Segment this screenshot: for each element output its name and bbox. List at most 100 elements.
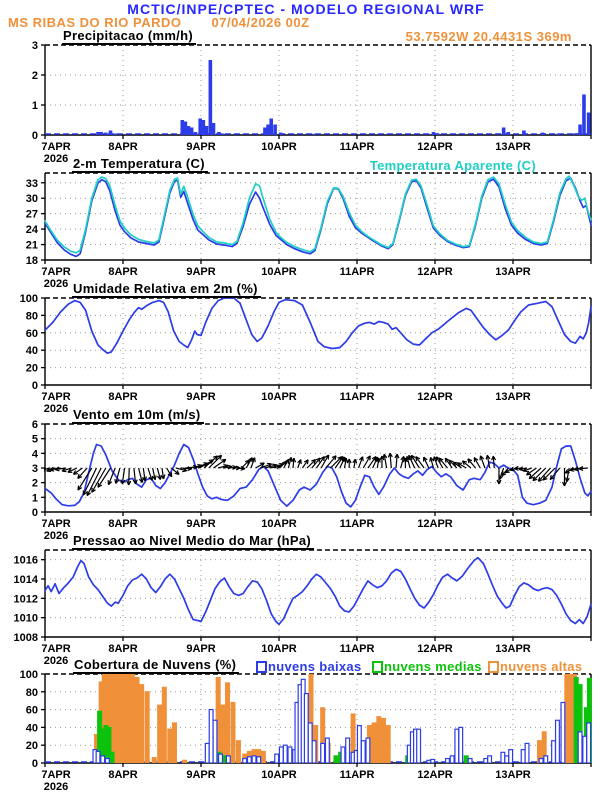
svg-text:13APR: 13APR [495, 643, 531, 655]
svg-text:100: 100 [20, 293, 38, 305]
svg-text:10APR: 10APR [261, 518, 297, 530]
svg-text:5: 5 [32, 434, 38, 446]
svg-text:11APR: 11APR [340, 518, 375, 530]
svg-text:100: 100 [20, 669, 38, 681]
panel-title-humidity: Umidade Relativa em 2m (%) [72, 282, 261, 298]
location-label: 53.7592W 20.4431S 369m [405, 29, 572, 44]
svg-text:1: 1 [32, 100, 38, 112]
svg-text:13APR: 13APR [495, 266, 531, 278]
svg-text:7APR: 7APR [41, 643, 70, 655]
svg-text:40: 40 [26, 345, 38, 357]
svg-text:10APR: 10APR [261, 141, 297, 153]
svg-text:21: 21 [26, 240, 38, 252]
svg-text:18: 18 [26, 255, 38, 267]
svg-text:12APR: 12APR [417, 141, 453, 153]
svg-text:24: 24 [26, 224, 39, 236]
panel-title-pressure: Pressao ao Nivel Medio do Mar (hPa) [72, 534, 315, 550]
svg-text:13APR: 13APR [495, 141, 531, 153]
legend-mid-clouds: nuvens medias [384, 659, 482, 674]
svg-text:9APR: 9APR [186, 391, 215, 403]
svg-text:12APR: 12APR [417, 266, 453, 278]
svg-text:60: 60 [26, 705, 38, 717]
panel-title-temperature: 2-m Temperatura (C) [72, 157, 208, 173]
svg-text:2026: 2026 [44, 153, 68, 165]
svg-text:13APR: 13APR [495, 518, 531, 530]
svg-text:3: 3 [32, 463, 38, 475]
svg-text:11APR: 11APR [340, 769, 375, 781]
svg-text:2026: 2026 [44, 530, 68, 542]
svg-text:10APR: 10APR [261, 769, 297, 781]
svg-text:0: 0 [32, 380, 38, 392]
svg-text:30: 30 [26, 193, 38, 205]
mid-clouds-swatch-icon [372, 661, 383, 673]
legend-high-clouds: nuvens altas [500, 659, 583, 674]
svg-text:0: 0 [32, 130, 38, 142]
svg-text:1010: 1010 [14, 613, 38, 625]
svg-text:7APR: 7APR [41, 141, 70, 153]
svg-text:9APR: 9APR [186, 266, 215, 278]
svg-text:8APR: 8APR [108, 266, 137, 278]
svg-text:1016: 1016 [14, 555, 38, 567]
svg-text:12APR: 12APR [417, 518, 453, 530]
panel-title-cloud-cover: Cobertura de Nuvens (%) [73, 658, 240, 674]
svg-text:2: 2 [32, 70, 38, 82]
svg-text:11APR: 11APR [340, 141, 375, 153]
svg-text:9APR: 9APR [186, 141, 215, 153]
high-clouds-swatch-icon [488, 661, 499, 673]
svg-text:12APR: 12APR [417, 643, 453, 655]
legend-low-clouds: nuvens baixas [268, 659, 362, 674]
svg-text:12APR: 12APR [417, 391, 453, 403]
svg-text:2: 2 [32, 478, 38, 490]
svg-text:1: 1 [32, 492, 38, 504]
svg-text:2026: 2026 [44, 278, 68, 290]
svg-text:7APR: 7APR [41, 769, 70, 781]
svg-text:10APR: 10APR [261, 643, 297, 655]
svg-text:11APR: 11APR [340, 643, 375, 655]
svg-text:7APR: 7APR [41, 391, 70, 403]
svg-text:10APR: 10APR [261, 266, 297, 278]
svg-text:1008: 1008 [14, 632, 38, 644]
svg-text:8APR: 8APR [108, 141, 137, 153]
panel-title-wind: Vento em 10m (m/s) [72, 408, 204, 424]
panel-title-precipitation: Precipitacao (mm/h) [62, 29, 196, 45]
svg-text:20: 20 [26, 740, 38, 752]
svg-text:7APR: 7APR [41, 518, 70, 530]
svg-text:2026: 2026 [44, 403, 68, 415]
svg-text:2026: 2026 [44, 781, 68, 792]
svg-text:12APR: 12APR [417, 769, 453, 781]
svg-text:11APR: 11APR [340, 266, 375, 278]
svg-text:60: 60 [26, 328, 38, 340]
model-run-label: 07/04/2026 00Z [211, 15, 310, 30]
svg-text:0: 0 [32, 758, 38, 770]
svg-text:8APR: 8APR [108, 769, 137, 781]
station-line: MS RIBAS DO RIO PARDO 07/04/2026 00Z [8, 15, 310, 30]
svg-text:80: 80 [26, 310, 38, 322]
svg-text:1014: 1014 [14, 574, 39, 586]
apparent-temperature-label: Temperatura Aparente (C) [369, 158, 536, 173]
svg-text:20: 20 [26, 363, 38, 375]
svg-text:2026: 2026 [44, 655, 68, 667]
svg-text:27: 27 [26, 209, 38, 221]
svg-text:8APR: 8APR [108, 391, 137, 403]
low-clouds-swatch-icon [256, 661, 267, 673]
station-name: MS RIBAS DO RIO PARDO [8, 15, 182, 30]
svg-text:9APR: 9APR [186, 769, 215, 781]
page-title: MCTIC/INPE/CPTEC - MODELO REGIONAL WRF [127, 1, 485, 17]
svg-text:33: 33 [26, 178, 38, 190]
svg-text:7APR: 7APR [41, 266, 70, 278]
svg-text:0: 0 [32, 507, 38, 519]
svg-text:13APR: 13APR [495, 391, 531, 403]
svg-text:80: 80 [26, 687, 38, 699]
svg-text:10APR: 10APR [261, 391, 297, 403]
svg-text:8APR: 8APR [108, 643, 137, 655]
svg-text:13APR: 13APR [495, 769, 531, 781]
svg-text:11APR: 11APR [340, 391, 375, 403]
svg-text:9APR: 9APR [186, 643, 215, 655]
svg-text:9APR: 9APR [186, 518, 215, 530]
svg-text:1012: 1012 [14, 593, 38, 605]
svg-text:4: 4 [32, 448, 39, 460]
svg-text:6: 6 [32, 419, 38, 431]
svg-text:40: 40 [26, 722, 38, 734]
